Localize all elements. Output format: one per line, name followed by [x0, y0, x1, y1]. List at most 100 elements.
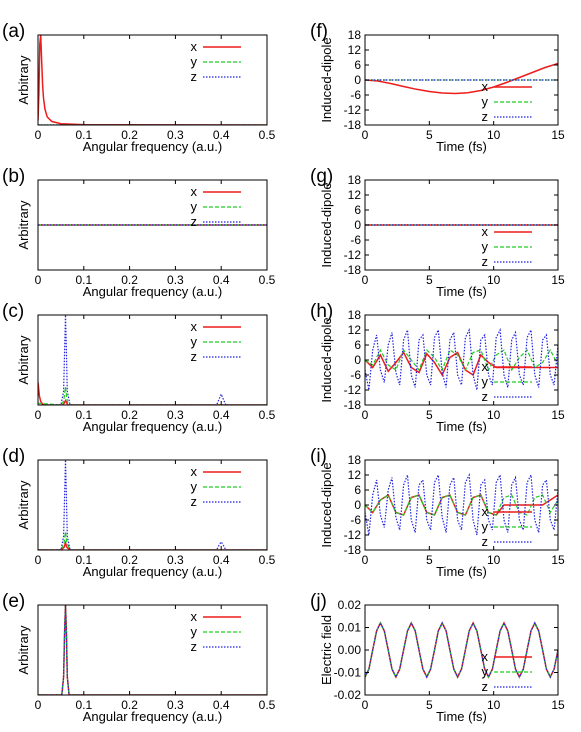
- panel-label: (h): [310, 301, 333, 322]
- x-tick-label: 0.2: [121, 128, 138, 142]
- y-tick-label: -6: [350, 368, 361, 382]
- x-tick-label: 15: [551, 273, 565, 287]
- x-tick-label: 10: [487, 553, 501, 567]
- x-axis-label: Angular frequency (a.u.): [83, 709, 222, 724]
- legend: xyz: [191, 609, 241, 654]
- x-tick-label: 0.5: [259, 553, 276, 567]
- x-tick-label: 0.4: [213, 698, 230, 712]
- y-tick-label: 0: [354, 498, 361, 512]
- legend-label-x: x: [191, 184, 198, 199]
- x-axis-label: Angular frequency (a.u.): [83, 284, 222, 299]
- x-tick-label: 0: [35, 128, 42, 142]
- y-axis-label: Induced-dipole: [319, 317, 334, 402]
- legend: xyz: [482, 79, 532, 124]
- panel-label: (i): [310, 446, 327, 467]
- x-tick-label: 0.2: [121, 408, 138, 422]
- y-tick-label: -0.02: [334, 688, 362, 702]
- y-axis-label: Induced-dipole: [319, 37, 334, 122]
- x-tick-label: 0.3: [167, 553, 184, 567]
- x-tick-label: 0: [35, 698, 42, 712]
- y-tick-label: -18: [344, 263, 362, 277]
- panel-label: (c): [2, 301, 24, 322]
- panel-label: (e): [2, 591, 25, 612]
- plot-area: [38, 315, 267, 405]
- series-x-line: [38, 605, 267, 695]
- series-z-line: [365, 472, 558, 536]
- x-tick-label: 0.5: [259, 128, 276, 142]
- legend-label-y: y: [482, 664, 489, 679]
- panel-d: 0 0.1 0.2 0.3 0.4 0.5 Angular frequency (a.u.)…: [2, 446, 276, 579]
- plot-area: [365, 62, 558, 95]
- series-x-line: [38, 382, 267, 405]
- series-z-line: [38, 605, 267, 695]
- x-tick-label: 0: [362, 698, 369, 712]
- legend-label-z: z: [191, 349, 198, 364]
- plot-area: [365, 472, 558, 536]
- y-tick-label: -12: [344, 383, 362, 397]
- legend: xyz: [482, 224, 532, 269]
- plot-area: [38, 460, 267, 550]
- panel-c: 0 0.1 0.2 0.3 0.4 0.5 Angular frequency (a.u.)…: [2, 301, 276, 434]
- x-tick-label: 15: [551, 128, 565, 142]
- y-axis-label: Arbitrary: [16, 200, 31, 250]
- x-tick-label: 0: [362, 128, 369, 142]
- y-tick-label: 0.01: [338, 621, 362, 635]
- legend: xyz: [191, 184, 241, 229]
- panel-label: (b): [2, 166, 25, 187]
- legend-label-x: x: [482, 504, 489, 519]
- panel-label: (a): [2, 21, 25, 42]
- y-tick-label: 12: [348, 188, 362, 202]
- legend: xyz: [191, 319, 241, 364]
- x-axis-label: Time (fs): [436, 139, 487, 154]
- y-tick-label: 6: [354, 483, 361, 497]
- y-tick-label: -18: [344, 543, 362, 557]
- panel-label: (j): [310, 591, 327, 612]
- y-axis-label: Electric field: [319, 615, 334, 685]
- y-tick-label: 12: [348, 323, 362, 337]
- legend-label-x: x: [482, 224, 489, 239]
- panel-b: 0 0.1 0.2 0.3 0.4 0.5 Angular frequency (a.u.)…: [2, 166, 276, 299]
- x-tick-label: 0.4: [213, 553, 230, 567]
- y-axis-label: Induced-dipole: [319, 462, 334, 547]
- x-tick-label: 5: [426, 698, 433, 712]
- legend-label-x: x: [482, 359, 489, 374]
- series-x-line: [38, 35, 267, 125]
- plot-frame: [37, 314, 268, 406]
- y-tick-label: -6: [350, 233, 361, 247]
- x-tick-label: 10: [487, 128, 501, 142]
- panel-label: (g): [310, 166, 333, 187]
- y-tick-label: -12: [344, 528, 362, 542]
- x-tick-label: 0: [35, 553, 42, 567]
- legend-label-z: z: [482, 109, 489, 124]
- y-tick-label: 18: [348, 173, 362, 187]
- panel-label: (d): [2, 446, 25, 467]
- y-axis-label: Arbitrary: [16, 335, 31, 385]
- x-tick-label: 0.3: [167, 128, 184, 142]
- plot-frame: [37, 34, 268, 126]
- x-tick-label: 5: [426, 128, 433, 142]
- plot-frame: [37, 604, 268, 696]
- x-tick-label: 0: [362, 273, 369, 287]
- legend-label-z: z: [191, 69, 198, 84]
- x-tick-label: 0.1: [75, 408, 92, 422]
- y-tick-label: -12: [344, 248, 362, 262]
- x-axis-label: Angular frequency (a.u.): [83, 139, 222, 154]
- x-tick-label: 0.5: [259, 408, 276, 422]
- legend-label-z: z: [482, 534, 489, 549]
- y-axis-label: Arbitrary: [16, 55, 31, 105]
- plot-area: [38, 605, 267, 695]
- y-tick-label: -18: [344, 118, 362, 132]
- x-tick-label: 0: [35, 273, 42, 287]
- series-y-line: [38, 605, 267, 695]
- x-axis-label: Time (fs): [436, 709, 487, 724]
- x-tick-label: 10: [487, 408, 501, 422]
- y-tick-label: 0.00: [338, 643, 362, 657]
- legend: xyz: [482, 649, 532, 694]
- legend-label-x: x: [191, 464, 198, 479]
- y-tick-label: -12: [344, 103, 362, 117]
- series-y-line: [38, 386, 267, 405]
- y-tick-label: 18: [348, 308, 362, 322]
- legend-label-y: y: [191, 199, 198, 214]
- legend-label-z: z: [191, 639, 198, 654]
